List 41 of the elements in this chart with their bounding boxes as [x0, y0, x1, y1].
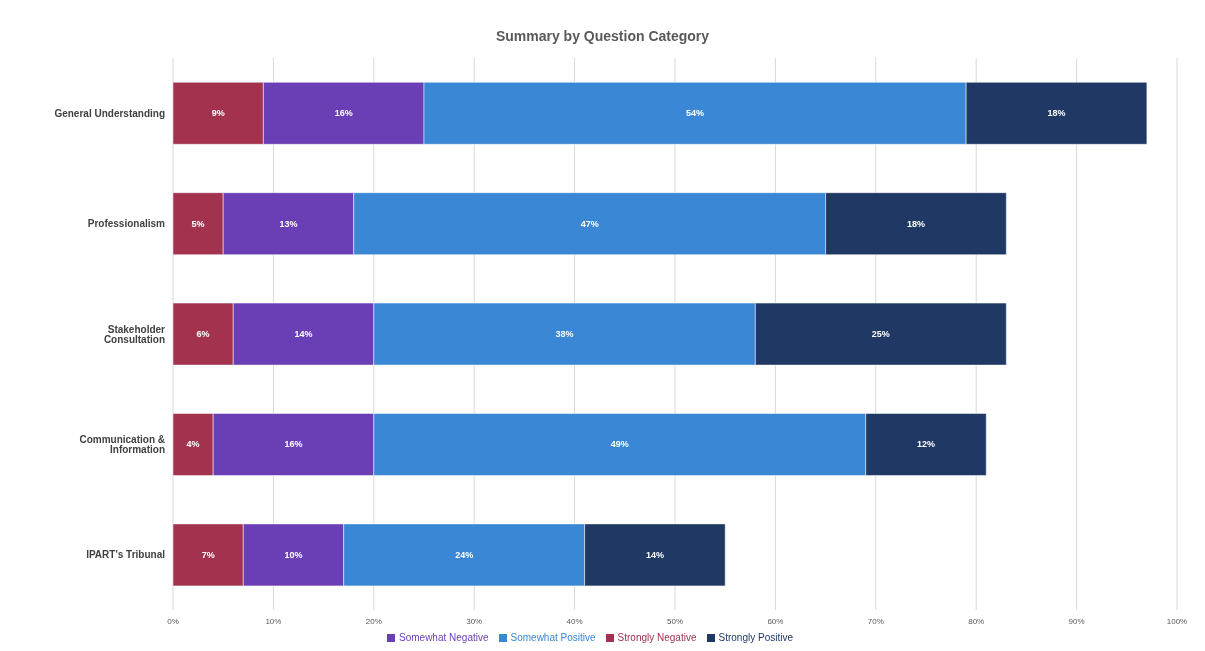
y-tick-label: Communication & Information [79, 433, 165, 455]
x-tick-label: 40% [566, 616, 583, 626]
data-label: 18% [1047, 108, 1066, 119]
data-label: 14% [645, 549, 664, 560]
legend-label: Somewhat Negative [399, 632, 489, 643]
data-label: 5% [191, 218, 205, 229]
y-tick-label: Stakeholder Consultation [103, 323, 166, 345]
y-tick-label: IPART's Tribunal [86, 549, 166, 561]
data-label: 14% [294, 329, 313, 340]
x-tick-label: 70% [867, 616, 884, 626]
x-tick-label: 10% [265, 616, 282, 626]
data-label: 47% [580, 218, 599, 229]
data-label: 7% [201, 549, 215, 560]
data-label: 24% [455, 549, 474, 560]
data-label: 12% [916, 439, 936, 450]
legend-label: Strongly Positive [718, 632, 793, 643]
chart-title: Summary by Question Category [494, 27, 711, 46]
data-label: 18% [906, 218, 925, 229]
data-label: 6% [196, 329, 210, 340]
x-tick-label: 30% [466, 616, 483, 626]
y-tick-label: Professionalism [87, 218, 166, 230]
x-tick-label: 50% [666, 616, 684, 626]
data-label: 10% [284, 549, 303, 560]
legend-label: Somewhat Positive [510, 632, 596, 643]
x-tick-label: 60% [767, 616, 784, 626]
data-label: 49% [610, 439, 629, 450]
data-label: 13% [279, 218, 298, 229]
data-label: 16% [284, 439, 303, 450]
data-label: 16% [334, 108, 353, 119]
x-tick-label: 20% [365, 616, 382, 626]
y-tick-label: General Understanding [54, 107, 165, 119]
x-tick-label: 100% [1166, 616, 1188, 626]
data-label: 4% [186, 439, 200, 450]
data-label: 9% [211, 108, 225, 119]
x-tick-label: 80% [968, 616, 985, 626]
x-tick-label: 90% [1068, 616, 1085, 626]
data-label: 25% [871, 329, 890, 340]
x-tick-label: 0% [167, 616, 179, 626]
data-label: 54% [686, 108, 705, 119]
legend-label: Strongly Negative [617, 632, 697, 643]
data-label: 38% [555, 329, 574, 340]
